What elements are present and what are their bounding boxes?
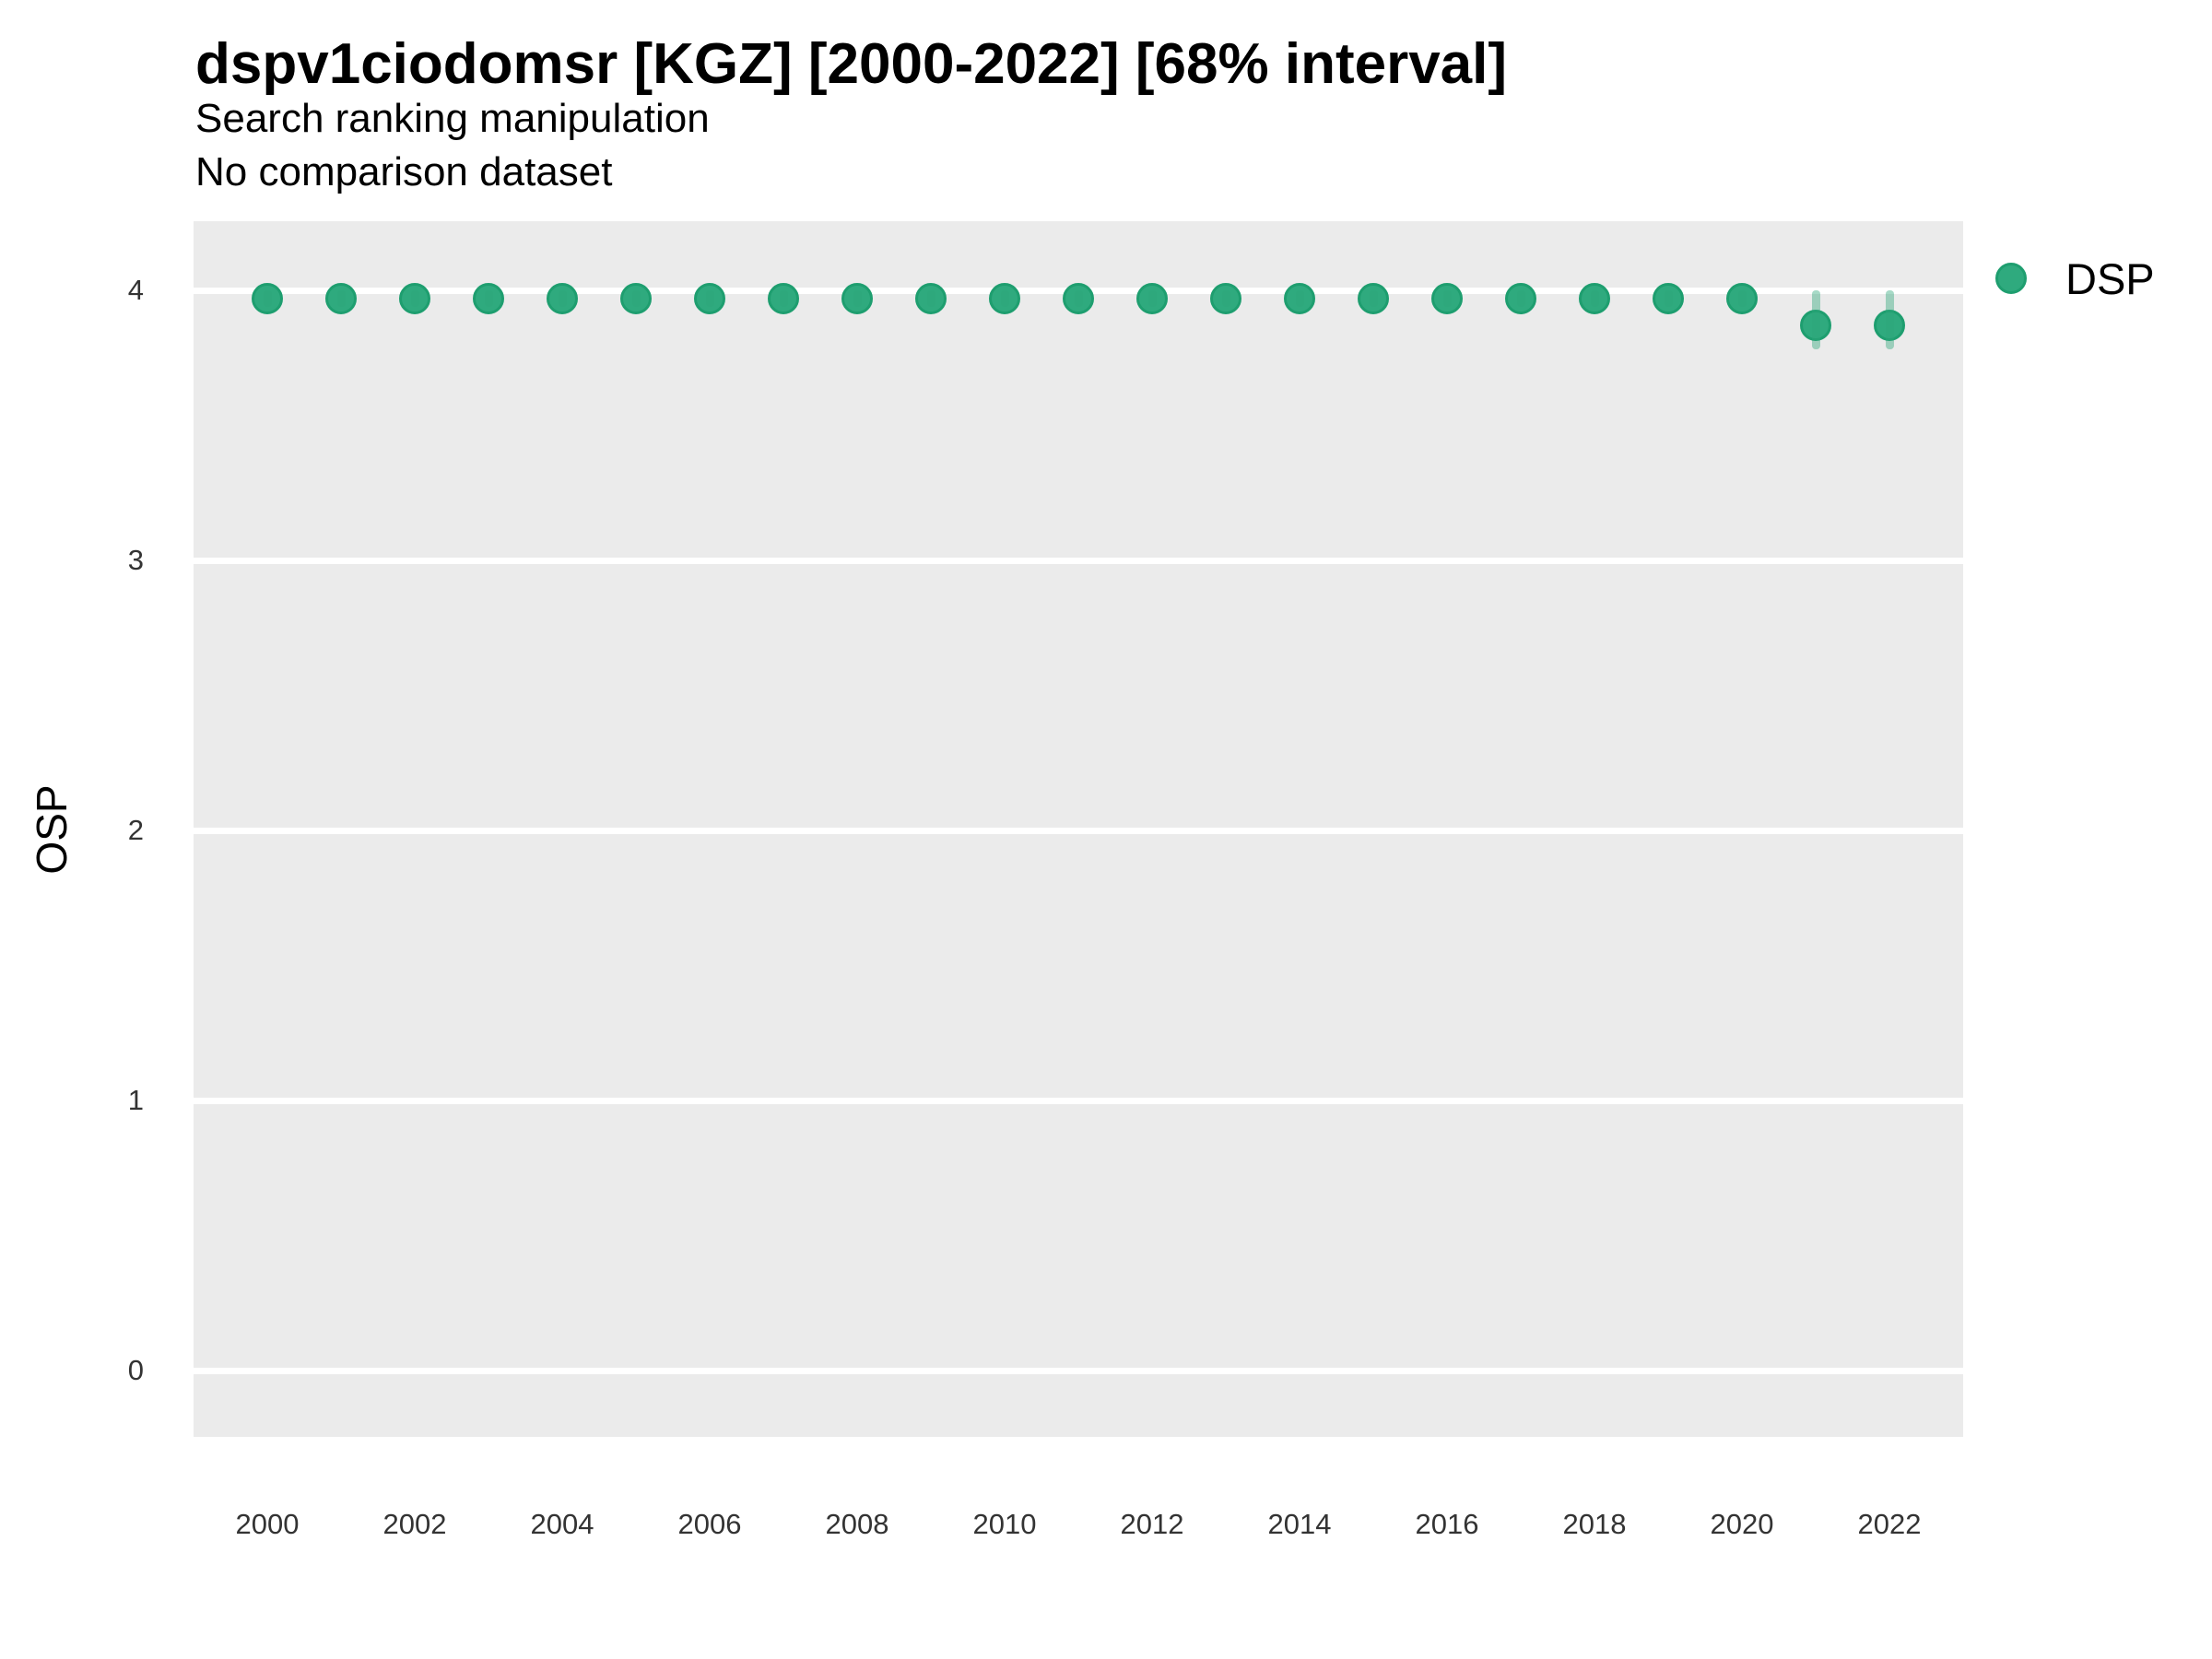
- data-point-2021: [1800, 310, 1831, 342]
- interval-bar-2015: [1369, 290, 1378, 307]
- interval-bar-2000: [263, 290, 272, 307]
- interval-bar-2012: [1147, 290, 1157, 307]
- x-tick-label-2016: 2016: [1415, 1508, 1479, 1540]
- data-point-2022: [1874, 310, 1905, 342]
- plot-panel: [194, 221, 1963, 1437]
- data-point-2004: [547, 282, 578, 314]
- x-tick-label-2004: 2004: [530, 1508, 594, 1540]
- data-point-2019: [1653, 282, 1684, 314]
- y-tick-label-3: 3: [127, 544, 144, 576]
- x-tick-label-2000: 2000: [235, 1508, 300, 1540]
- interval-bar-2002: [410, 290, 419, 307]
- data-point-2016: [1431, 282, 1463, 314]
- data-point-2000: [252, 282, 283, 314]
- gridline-y-0: [194, 1367, 1963, 1374]
- legend-point-icon: [1995, 263, 2027, 294]
- interval-bar-2004: [558, 290, 567, 307]
- data-point-2005: [620, 282, 652, 314]
- chart-note: No comparison dataset: [195, 149, 613, 194]
- x-tick-label-2014: 2014: [1267, 1508, 1332, 1540]
- data-point-2011: [1063, 282, 1094, 314]
- interval-bar-2021: [1811, 290, 1820, 350]
- data-point-2018: [1579, 282, 1610, 314]
- gridline-y-2: [194, 827, 1963, 834]
- y-tick-label-4: 4: [127, 274, 144, 306]
- interval-bar-2018: [1590, 290, 1599, 307]
- chart-title: dspv1ciodomsr [KGZ] [2000-2022] [68% int…: [195, 32, 1508, 96]
- data-point-2014: [1284, 282, 1315, 314]
- data-point-2003: [473, 282, 504, 314]
- interval-bar-2020: [1737, 290, 1747, 307]
- legend-label: DSP: [2065, 253, 2155, 303]
- data-point-2013: [1210, 282, 1241, 314]
- gridline-y-3: [194, 557, 1963, 564]
- x-tick-label-2022: 2022: [1857, 1508, 1922, 1540]
- interval-bar-2019: [1664, 290, 1673, 307]
- interval-bar-2006: [705, 290, 714, 307]
- data-point-2001: [325, 282, 357, 314]
- x-tick-label-2008: 2008: [825, 1508, 889, 1540]
- interval-bar-2003: [484, 290, 493, 307]
- x-tick-label-2002: 2002: [382, 1508, 447, 1540]
- data-point-2006: [694, 282, 725, 314]
- interval-bar-2022: [1885, 290, 1894, 350]
- interval-bar-2017: [1516, 290, 1525, 307]
- y-tick-label-0: 0: [127, 1354, 144, 1386]
- data-point-2007: [768, 282, 799, 314]
- chart-subtitle: Search ranking manipulation: [195, 96, 710, 141]
- interval-bar-2011: [1074, 290, 1083, 307]
- y-tick-label-1: 1: [127, 1084, 144, 1116]
- x-tick-label-2012: 2012: [1120, 1508, 1184, 1540]
- interval-bar-2010: [1000, 290, 1009, 307]
- data-point-2010: [989, 282, 1020, 314]
- interval-bar-2007: [779, 290, 788, 307]
- legend: DSP: [1991, 251, 2155, 306]
- interval-bar-2014: [1295, 290, 1304, 307]
- data-point-2015: [1358, 282, 1389, 314]
- x-tick-label-2010: 2010: [972, 1508, 1037, 1540]
- interval-bar-2008: [853, 290, 862, 307]
- interval-bar-2001: [336, 290, 346, 307]
- y-tick-label-2: 2: [127, 814, 144, 846]
- data-point-2008: [841, 282, 873, 314]
- interval-bar-2013: [1221, 290, 1230, 307]
- data-point-2009: [915, 282, 947, 314]
- x-tick-label-2018: 2018: [1562, 1508, 1627, 1540]
- gridline-y-1: [194, 1097, 1963, 1104]
- data-point-2020: [1726, 282, 1758, 314]
- interval-bar-2016: [1442, 290, 1452, 307]
- interval-bar-2005: [631, 290, 641, 307]
- interval-bar-2009: [926, 290, 935, 307]
- data-point-2002: [399, 282, 430, 314]
- x-tick-label-2020: 2020: [1710, 1508, 1774, 1540]
- x-tick-label-2006: 2006: [677, 1508, 742, 1540]
- data-point-2012: [1136, 282, 1168, 314]
- data-point-2017: [1505, 282, 1536, 314]
